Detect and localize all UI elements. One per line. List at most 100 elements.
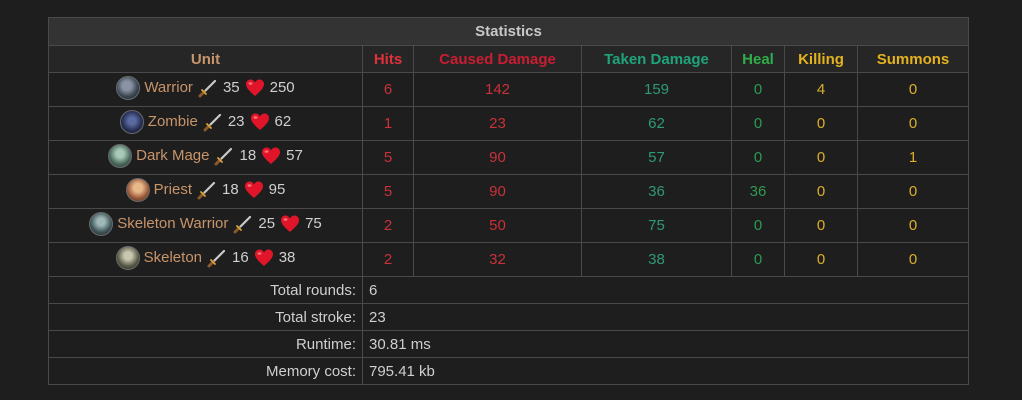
- memory-cost-value: 795.41 kb: [362, 357, 969, 385]
- unit-attack: 18: [239, 147, 257, 164]
- summons-cell: 0: [857, 106, 969, 141]
- caused-damage-cell: 90: [413, 174, 582, 209]
- table-row: Priest 18 95 5 90 36 36 0 0: [48, 174, 969, 209]
- caused-damage-cell: 50: [413, 208, 582, 243]
- unit-attack: 35: [222, 79, 240, 96]
- hits-cell: 5: [362, 140, 414, 175]
- heal-cell: 0: [731, 106, 785, 141]
- summons-cell: 0: [857, 174, 969, 209]
- unit-avatar: [125, 177, 150, 202]
- statistics-panel: Statistics Unit Hits Caused Damage Taken…: [48, 17, 969, 385]
- sword-icon: [206, 247, 228, 269]
- total-stroke-value: 23: [362, 303, 969, 331]
- unit-attack: 18: [221, 181, 239, 198]
- summons-cell: 0: [857, 72, 969, 107]
- unit-cell: Zombie 23 62: [48, 106, 363, 141]
- unit-avatar: [115, 245, 140, 270]
- killing-cell: 0: [784, 174, 858, 209]
- unit-health: 38: [278, 249, 296, 266]
- heart-icon: [244, 77, 266, 99]
- heal-cell: 0: [731, 72, 785, 107]
- heart-icon: [243, 179, 265, 201]
- table-row: Dark Mage 18 57 5 90 57 0 0 1: [48, 140, 969, 175]
- caused-damage-cell: 23: [413, 106, 582, 141]
- unit-health: 250: [269, 79, 295, 96]
- heal-cell: 0: [731, 242, 785, 277]
- total-rounds-value: 6: [362, 276, 969, 304]
- unit-attack: 25: [258, 215, 276, 232]
- unit-name: Zombie: [147, 113, 198, 130]
- killing-cell: 0: [784, 140, 858, 175]
- heart-icon: [279, 213, 301, 235]
- hits-cell: 1: [362, 106, 414, 141]
- hits-cell: 5: [362, 174, 414, 209]
- heart-icon: [260, 145, 282, 167]
- killing-cell: 0: [784, 242, 858, 277]
- unit-health: 62: [274, 113, 292, 130]
- header-heal: Heal: [731, 45, 785, 73]
- runtime-label: Runtime:: [48, 330, 363, 358]
- caused-damage-cell: 32: [413, 242, 582, 277]
- unit-health: 95: [268, 181, 286, 198]
- sword-icon: [232, 213, 254, 235]
- taken-damage-cell: 57: [581, 140, 732, 175]
- header-unit: Unit: [48, 45, 363, 73]
- summons-cell: 1: [857, 140, 969, 175]
- summary-row-runtime: Runtime: 30.81 ms: [48, 330, 969, 358]
- killing-cell: 4: [784, 72, 858, 107]
- taken-damage-cell: 75: [581, 208, 732, 243]
- sword-icon: [197, 77, 219, 99]
- summary-row-memory: Memory cost: 795.41 kb: [48, 357, 969, 385]
- heart-icon: [253, 247, 275, 269]
- runtime-value: 30.81 ms: [362, 330, 969, 358]
- unit-avatar: [119, 109, 144, 134]
- heal-cell: 0: [731, 208, 785, 243]
- unit-cell: Skeleton 16 38: [48, 242, 363, 277]
- hits-cell: 2: [362, 208, 414, 243]
- taken-damage-cell: 62: [581, 106, 732, 141]
- heal-cell: 36: [731, 174, 785, 209]
- heal-cell: 0: [731, 140, 785, 175]
- unit-name: Skeleton: [143, 249, 202, 266]
- total-rounds-label: Total rounds:: [48, 276, 363, 304]
- table-row: Skeleton 16 38 2 32 38 0 0 0: [48, 242, 969, 277]
- statistics-table: Statistics Unit Hits Caused Damage Taken…: [48, 17, 969, 385]
- unit-cell: Skeleton Warrior 25 75: [48, 208, 363, 243]
- table-title: Statistics: [48, 17, 969, 46]
- caused-damage-cell: 90: [413, 140, 582, 175]
- summons-cell: 0: [857, 208, 969, 243]
- unit-name: Warrior: [144, 79, 193, 96]
- killing-cell: 0: [784, 106, 858, 141]
- summary-row-rounds: Total rounds: 6: [48, 276, 969, 304]
- memory-cost-label: Memory cost:: [48, 357, 363, 385]
- sword-icon: [202, 111, 224, 133]
- unit-avatar: [108, 143, 133, 168]
- caused-damage-cell: 142: [413, 72, 582, 107]
- hits-cell: 6: [362, 72, 414, 107]
- unit-cell: Priest 18 95: [48, 174, 363, 209]
- table-row: Warrior 35 250 6 142 159 0 4 0: [48, 72, 969, 107]
- summons-cell: 0: [857, 242, 969, 277]
- unit-attack: 16: [232, 249, 249, 266]
- total-stroke-label: Total stroke:: [48, 303, 363, 331]
- unit-health: 57: [286, 147, 303, 164]
- header-caused-damage: Caused Damage: [413, 45, 582, 73]
- header-taken-damage: Taken Damage: [581, 45, 732, 73]
- table-row: Skeleton Warrior 25 75 2 50 75 0 0 0: [48, 208, 969, 243]
- sword-icon: [213, 145, 235, 167]
- unit-cell: Dark Mage 18 57: [48, 140, 363, 175]
- sword-icon: [196, 179, 218, 201]
- taken-damage-cell: 36: [581, 174, 732, 209]
- heart-icon: [249, 111, 271, 133]
- table-row: Zombie 23 62 1 23 62 0 0 0: [48, 106, 969, 141]
- header-hits: Hits: [362, 45, 414, 73]
- header-killing: Killing: [784, 45, 858, 73]
- killing-cell: 0: [784, 208, 858, 243]
- unit-avatar: [89, 211, 114, 236]
- header-summons: Summons: [857, 45, 969, 73]
- unit-name: Priest: [153, 181, 192, 198]
- summary-row-stroke: Total stroke: 23: [48, 303, 969, 331]
- unit-name: Skeleton Warrior: [117, 215, 229, 232]
- unit-cell: Warrior 35 250: [48, 72, 363, 107]
- unit-attack: 23: [227, 113, 245, 130]
